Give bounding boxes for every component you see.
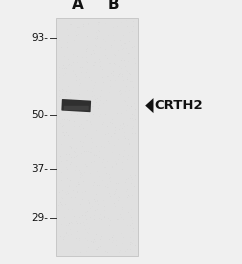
Text: CRTH2: CRTH2 (154, 99, 203, 112)
Text: 37-: 37- (31, 164, 48, 174)
Text: 93-: 93- (31, 33, 48, 43)
Text: 50-: 50- (31, 110, 48, 120)
Text: B: B (108, 0, 120, 12)
FancyBboxPatch shape (61, 99, 91, 112)
FancyBboxPatch shape (64, 106, 89, 110)
Bar (56, 18, 138, 256)
Text: 29-: 29- (31, 213, 48, 223)
Polygon shape (145, 98, 153, 113)
Text: A: A (72, 0, 83, 12)
